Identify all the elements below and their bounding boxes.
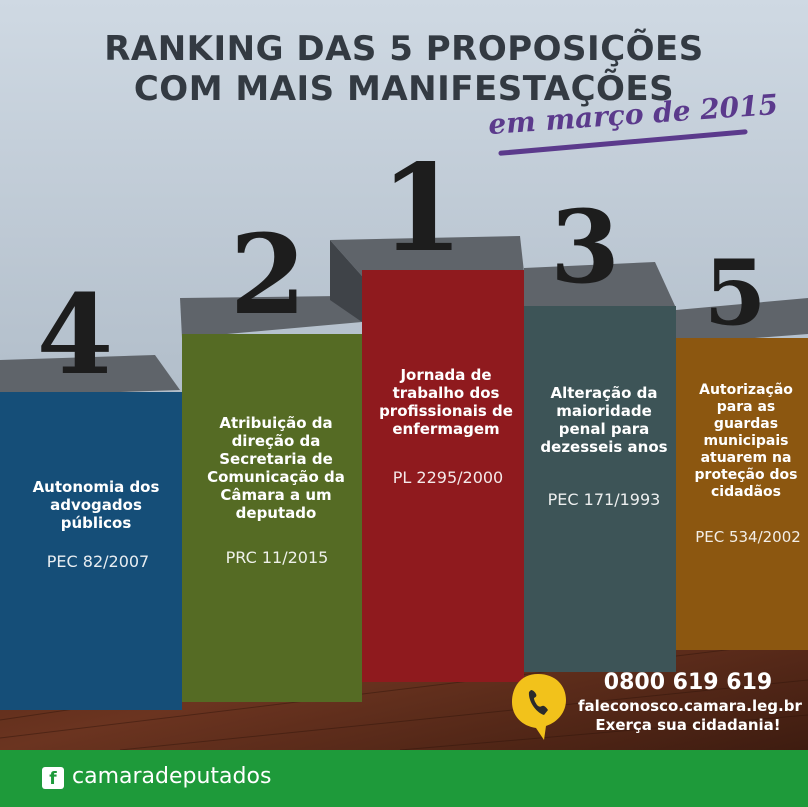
contact-site: faleconosco.camara.leg.br	[578, 697, 802, 715]
proposal-3-description: Alteração da maioridade penal para dezes…	[540, 384, 668, 456]
proposal-1-description: Jornada de trabalho dos profissionais de…	[379, 366, 513, 438]
proposal-4: Autonomia dos advogados públicos PEC 82/…	[0, 392, 182, 692]
proposal-2-description: Atribuição da direção da Secretaria de C…	[207, 414, 345, 522]
proposal-2: Atribuição da direção da Secretaria de C…	[182, 334, 362, 674]
podium-block-5	[676, 338, 808, 650]
rank-number-3: 3	[550, 188, 620, 306]
contact-phone: 0800 619 619	[603, 670, 773, 695]
podium-block-2	[182, 334, 362, 702]
podium-block-3	[524, 306, 676, 672]
rank-number-2: 2	[229, 210, 307, 339]
proposal-1-code: PL 2295/2000	[392, 468, 504, 487]
facebook-icon[interactable]: f	[42, 767, 64, 789]
title-line-2: COM MAIS MANIFESTAÇÕES	[133, 69, 675, 109]
facebook-handle[interactable]: camaradeputados	[72, 764, 272, 789]
proposal-2-code: PRC 11/2015	[225, 548, 329, 567]
rank-number-1: 1	[380, 138, 464, 279]
proposal-3: Alteração da maioridade penal para dezes…	[524, 306, 676, 666]
proposal-4-code: PEC 82/2007	[46, 552, 150, 571]
proposal-5-description: Autorização para as guardas municipais a…	[694, 382, 798, 500]
title-line-1: RANKING DAS 5 PROPOSIÇÕES	[104, 29, 704, 69]
rank-number-4: 4	[36, 270, 114, 399]
podium-block-4	[0, 392, 182, 710]
proposal-5: Autorização para as guardas municipais a…	[676, 338, 808, 638]
contact-slogan: Exerça sua cidadania!	[595, 716, 781, 734]
proposal-1: Jornada de trabalho dos profissionais de…	[362, 270, 524, 670]
proposal-3-code: PEC 171/1993	[547, 490, 661, 509]
phone-balloon-icon	[512, 674, 566, 740]
podium-block-1	[362, 270, 524, 682]
proposal-4-description: Autonomia dos advogados públicos	[32, 478, 160, 532]
rank-number-5: 5	[703, 240, 767, 346]
footer-bar: f camaradeputados	[0, 750, 808, 807]
proposal-5-code: PEC 534/2002	[695, 528, 801, 546]
